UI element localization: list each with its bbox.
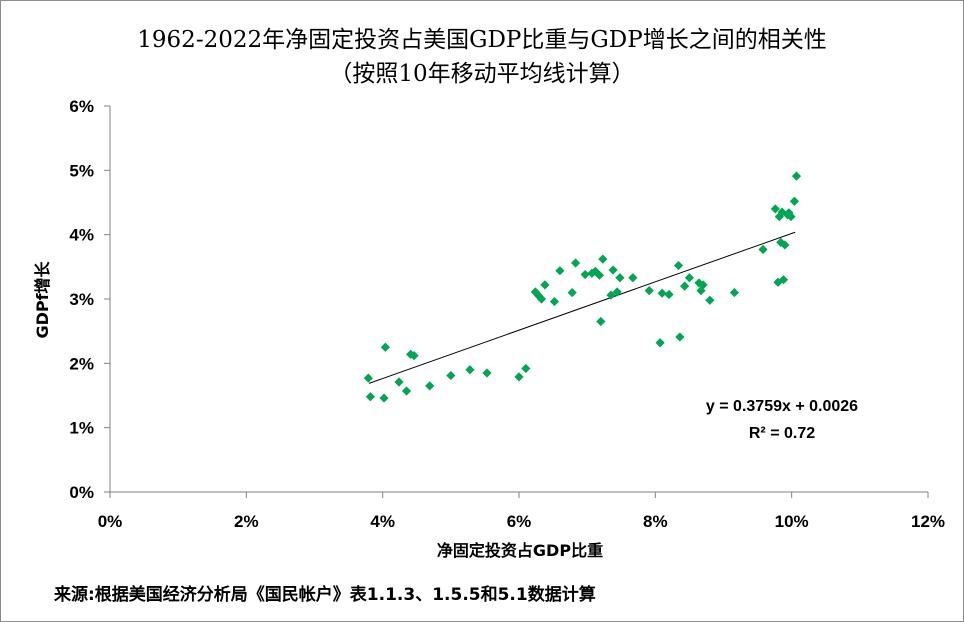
data-point [778,275,789,285]
y-tick-label: 1% [69,419,94,438]
data-point [789,196,799,206]
y-tick-label: 2% [69,354,94,373]
data-point [698,280,708,290]
data-point [657,288,667,298]
data-point [598,254,608,264]
y-tick-label: 5% [69,161,94,180]
data-point [780,240,790,250]
data-point [675,332,685,342]
data-point [655,338,665,348]
x-tick-label: 10% [775,512,809,531]
y-tick-labels: 0% 1% 2% 3% 4% 5% 6% [69,97,94,502]
data-point [446,370,456,381]
data-point [773,277,783,287]
x-tick-labels: 0% 2% 4% 6% 8% 10% 12% [98,512,945,531]
data-point [615,273,625,283]
data-point [680,281,690,291]
trendline-equation: y = 0.3759x + 0.0026 [706,398,858,415]
x-axis-label: 净固定投资占GDP比重 [437,541,603,560]
data-point [673,260,684,271]
y-tick-label: 0% [69,483,94,502]
y-tick-label: 4% [69,226,94,245]
data-point [596,316,606,327]
data-point [644,286,654,296]
data-point [365,392,375,402]
x-tick-label: 8% [643,512,668,531]
source-note: 来源:根据美国经济分析局《国民帐户》表1.1.3、1.5.5和5.1数据计算 [54,585,596,605]
data-point [555,266,565,276]
data-point [786,212,796,222]
data-point [530,287,540,297]
y-tick-label: 3% [69,290,94,309]
x-tick-label: 6% [507,512,532,531]
data-point [729,287,740,298]
data-point [425,381,435,391]
data-point [705,295,715,305]
data-point [770,204,780,214]
data-point [380,342,390,352]
data-point [514,372,524,382]
data-point [394,377,404,387]
data-point [567,287,577,298]
data-point [521,363,531,374]
data-point [684,273,695,283]
x-tick-label: 0% [98,512,123,531]
data-point [536,294,547,304]
data-point [409,351,419,361]
data-point [540,280,550,290]
x-tick-label: 2% [234,512,259,531]
data-point [363,373,373,383]
axes [104,105,929,498]
data-point [612,287,622,297]
chart-title: 1962-2022年净固定投资占美国GDP比重与GDP增长之间的相关性 [137,27,827,53]
data-point [379,393,389,403]
data-points [363,171,802,403]
data-point [694,278,704,288]
data-point [628,273,638,283]
data-point [401,386,412,396]
data-point [580,269,590,280]
data-point [594,270,605,280]
data-point [664,289,674,300]
chart-subtitle: （按照10年移动平均线计算） [329,61,635,87]
trendline [368,231,796,384]
trendline-group [368,231,796,384]
r-squared-label: R² = 0.72 [749,425,815,442]
data-point [482,368,492,378]
data-point [606,290,616,300]
y-axis-label: GDPf增长 [33,260,52,338]
data-point [570,258,581,268]
x-tick-label: 4% [370,512,395,531]
y-tick-label: 6% [69,97,94,116]
x-tick-label: 12% [911,512,945,531]
data-point [608,265,618,275]
data-point [758,244,768,255]
data-point [465,365,475,375]
data-point [791,171,802,181]
data-point [549,296,560,307]
